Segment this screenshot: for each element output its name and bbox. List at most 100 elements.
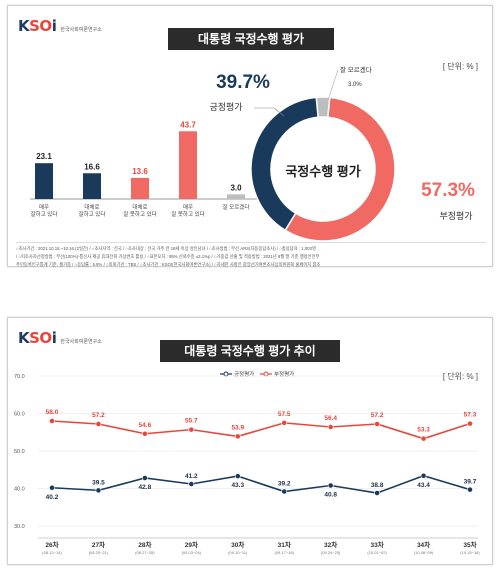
data-label: 55.7: [185, 418, 198, 425]
y-tick-label: 50.0: [14, 449, 25, 455]
bar-1: [35, 163, 53, 199]
bar-value-label: 13.6: [132, 167, 148, 176]
data-point: [49, 484, 55, 491]
data-point: [327, 482, 334, 489]
bar-category-label: 잘 못하고 있다: [123, 210, 156, 218]
unknown-label: 잘 모르겠다: [340, 65, 372, 74]
series-line: [51, 474, 471, 494]
x-tick-date: (09.10~11): [228, 550, 248, 555]
negative-label: 부정평가: [439, 211, 472, 221]
ksoi-logo: KSOi 한국사회여론연구소: [18, 17, 102, 35]
trend-panel: KSOi 한국사회여론연구소 대통령 국정수행 평가 추이 [ 단위: % ] …: [7, 317, 493, 565]
x-tick-label: 29차: [185, 540, 198, 549]
y-tick-label: 30.0: [14, 524, 25, 530]
bar-category-label: 잘 모르겠다: [223, 203, 250, 211]
data-point: [374, 490, 381, 496]
y-tick-label: 40.0: [14, 487, 25, 493]
x-tick-label: 28차: [138, 540, 151, 549]
data-point: [420, 435, 427, 442]
data-label: 57.2: [92, 412, 105, 419]
data-label: 56.4: [324, 415, 337, 422]
x-tick-date: (10.15~16): [460, 550, 480, 555]
data-label: 40.2: [46, 494, 59, 501]
logo-subtitle: 한국사회여론연구소: [60, 27, 102, 33]
x-tick-label: 27차: [92, 540, 105, 549]
data-label: 39.2: [278, 481, 291, 488]
data-point: [281, 488, 288, 495]
panel2-title: 대통령 국정수행 평가 추이: [160, 340, 340, 362]
x-tick-date: (09.03~04): [182, 550, 202, 555]
data-point: [141, 430, 148, 437]
trend-lines: 40.2 39.5 42.8 41.2 43.3 39.2 40.8 38.8 43.4 39.7…: [46, 409, 477, 501]
data-point: [420, 472, 427, 479]
data-point: [141, 475, 148, 481]
data-label: 39.5: [92, 479, 105, 486]
data-point: [188, 481, 195, 487]
negative-pct: 57.3%: [421, 180, 475, 201]
data-label: 53.9: [231, 424, 244, 431]
survey-footnote: ○조사기간 : 2021.10.15.~10.16.(2일간) / ○조사지역 …: [16, 242, 486, 269]
x-tick-date: (10.01~02): [367, 550, 387, 555]
panel2-unit: [ 단위: % ]: [442, 372, 478, 381]
x-tick-date: (08.27~28): [135, 550, 155, 555]
bar-4: [179, 131, 197, 199]
positive-leader-2: [273, 107, 285, 117]
legend-marker: [223, 371, 229, 377]
data-label: 38.8: [371, 482, 384, 489]
data-point: [374, 421, 381, 427]
x-tick-label: 33차: [371, 540, 384, 549]
positive-pct: 39.7%: [216, 72, 270, 93]
trend-legend: 긍정평가 부정평가: [220, 370, 294, 378]
bar-value-label: 43.7: [180, 120, 196, 129]
data-label: 42.8: [139, 484, 152, 491]
approval-panel: KSOi 한국사회여론연구소 대통령 국정수행 평가 [ 단위: % ] 23.…: [7, 5, 493, 267]
y-tick-label: 60.0: [14, 412, 25, 418]
data-point: [95, 487, 102, 494]
x-tick-date: (10.08~09): [414, 550, 434, 555]
bar-category-label: 대체로: [84, 203, 99, 211]
data-label: 57.5: [278, 411, 291, 418]
data-label: 41.2: [185, 473, 198, 480]
bar-5: [227, 194, 245, 199]
x-tick-date: (09.17~18): [274, 550, 294, 555]
positive-label: 긍정평가: [209, 102, 242, 112]
series-line: [51, 420, 471, 440]
bar-category-label: 잘 못하고 있다: [171, 210, 204, 218]
logo-subtitle-2: 한국사회여론연구소: [60, 339, 102, 345]
x-tick-date: (08.13~14): [42, 550, 62, 555]
donut-center-label: 국정수행 평가: [285, 164, 360, 179]
donut-chart: [250, 96, 396, 242]
unknown-leader: [327, 69, 339, 101]
trend-chart: 긍정평가 부정평가 70.0 60.0 50.0 40.0 30.0 40.2 39.5 42…: [14, 370, 480, 555]
x-tick-date: (09.24~25): [321, 550, 341, 555]
bar-category-label: 매우: [39, 203, 49, 211]
data-point: [49, 418, 55, 424]
trend-grid: 70.0 60.0 50.0 40.0 30.0: [14, 374, 478, 530]
data-point: [467, 420, 473, 427]
trend-x-axis: 26차(08.13~14) 27차(08.20~21) 28차(08.27~28) 2…: [38, 537, 480, 555]
data-point: [95, 421, 102, 427]
x-tick-label: 30차: [231, 540, 244, 549]
x-tick-label: 32차: [324, 540, 337, 549]
panel1-title: 대통령 국정수행 평가: [168, 28, 334, 50]
legend-label: 긍정평가: [234, 370, 254, 378]
donut-slice-2: [284, 96, 396, 242]
data-point: [234, 433, 241, 440]
data-label: 43.4: [417, 482, 430, 489]
x-tick-label: 31차: [278, 540, 291, 549]
data-label: 39.7: [464, 479, 477, 486]
bar-category-label: 매우: [183, 203, 193, 211]
legend-marker: [263, 371, 269, 377]
data-point: [281, 419, 288, 426]
data-label: 58.0: [46, 409, 59, 416]
data-label: 40.8: [324, 492, 337, 499]
data-point: [467, 486, 473, 493]
data-label: 43.3: [231, 482, 244, 489]
bar-value-label: 16.6: [84, 162, 100, 171]
bar-value-label: 23.1: [36, 152, 52, 161]
x-tick-date: (08.20~21): [89, 550, 109, 555]
unknown-pct: 3.0%: [348, 82, 362, 88]
panel1-unit: [ 단위: % ]: [442, 62, 478, 71]
